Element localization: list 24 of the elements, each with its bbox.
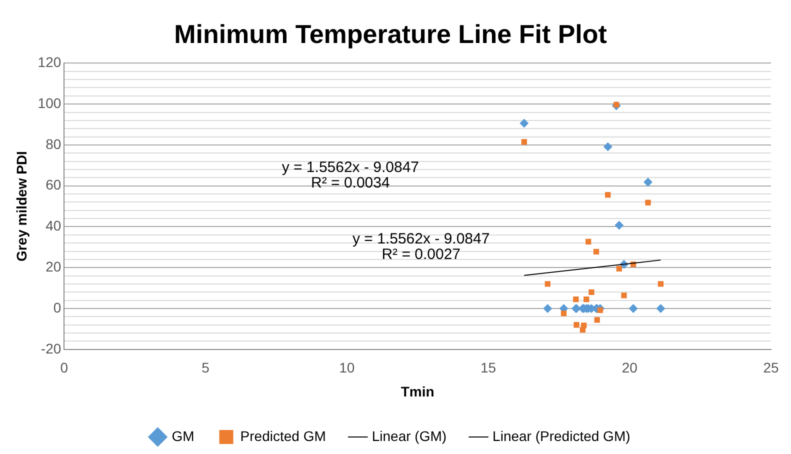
annotation: R² = 0.0027 bbox=[382, 246, 461, 264]
annotation: R² = 0.0034 bbox=[311, 174, 390, 192]
y-tick-label: 80 bbox=[46, 136, 62, 152]
x-axis-title: Tmin bbox=[400, 383, 434, 400]
legend-label: GM bbox=[172, 428, 194, 444]
y-tick-label: -20 bbox=[40, 340, 62, 356]
legend-label: Predicted GM bbox=[240, 428, 326, 444]
y-tick-label: 0 bbox=[53, 299, 62, 316]
x-tick-label: 20 bbox=[622, 360, 638, 376]
y-tick-label: 20 bbox=[46, 258, 62, 274]
y-axis-title: Grey mildew PDI bbox=[13, 151, 30, 262]
y-tick-label: 100 bbox=[38, 94, 62, 111]
y-tick-label: 40 bbox=[46, 218, 62, 234]
x-tick-label: 5 bbox=[202, 360, 210, 376]
legend-label: Linear (Predicted GM) bbox=[492, 428, 630, 444]
x-tick-label: 25 bbox=[763, 360, 779, 376]
x-tick-label: 10 bbox=[339, 360, 355, 376]
annotation: y = 1.5562x - 9.0847 bbox=[282, 158, 420, 176]
chart-title: Minimum Temperature Line Fit Plot bbox=[174, 18, 608, 49]
y-tick-label: 120 bbox=[38, 54, 62, 70]
legend-label: Linear (GM) bbox=[372, 428, 447, 444]
annotation: y = 1.5562x - 9.0847 bbox=[352, 230, 490, 248]
x-tick-label: 15 bbox=[480, 360, 496, 376]
y-tick-label: 60 bbox=[46, 176, 62, 193]
